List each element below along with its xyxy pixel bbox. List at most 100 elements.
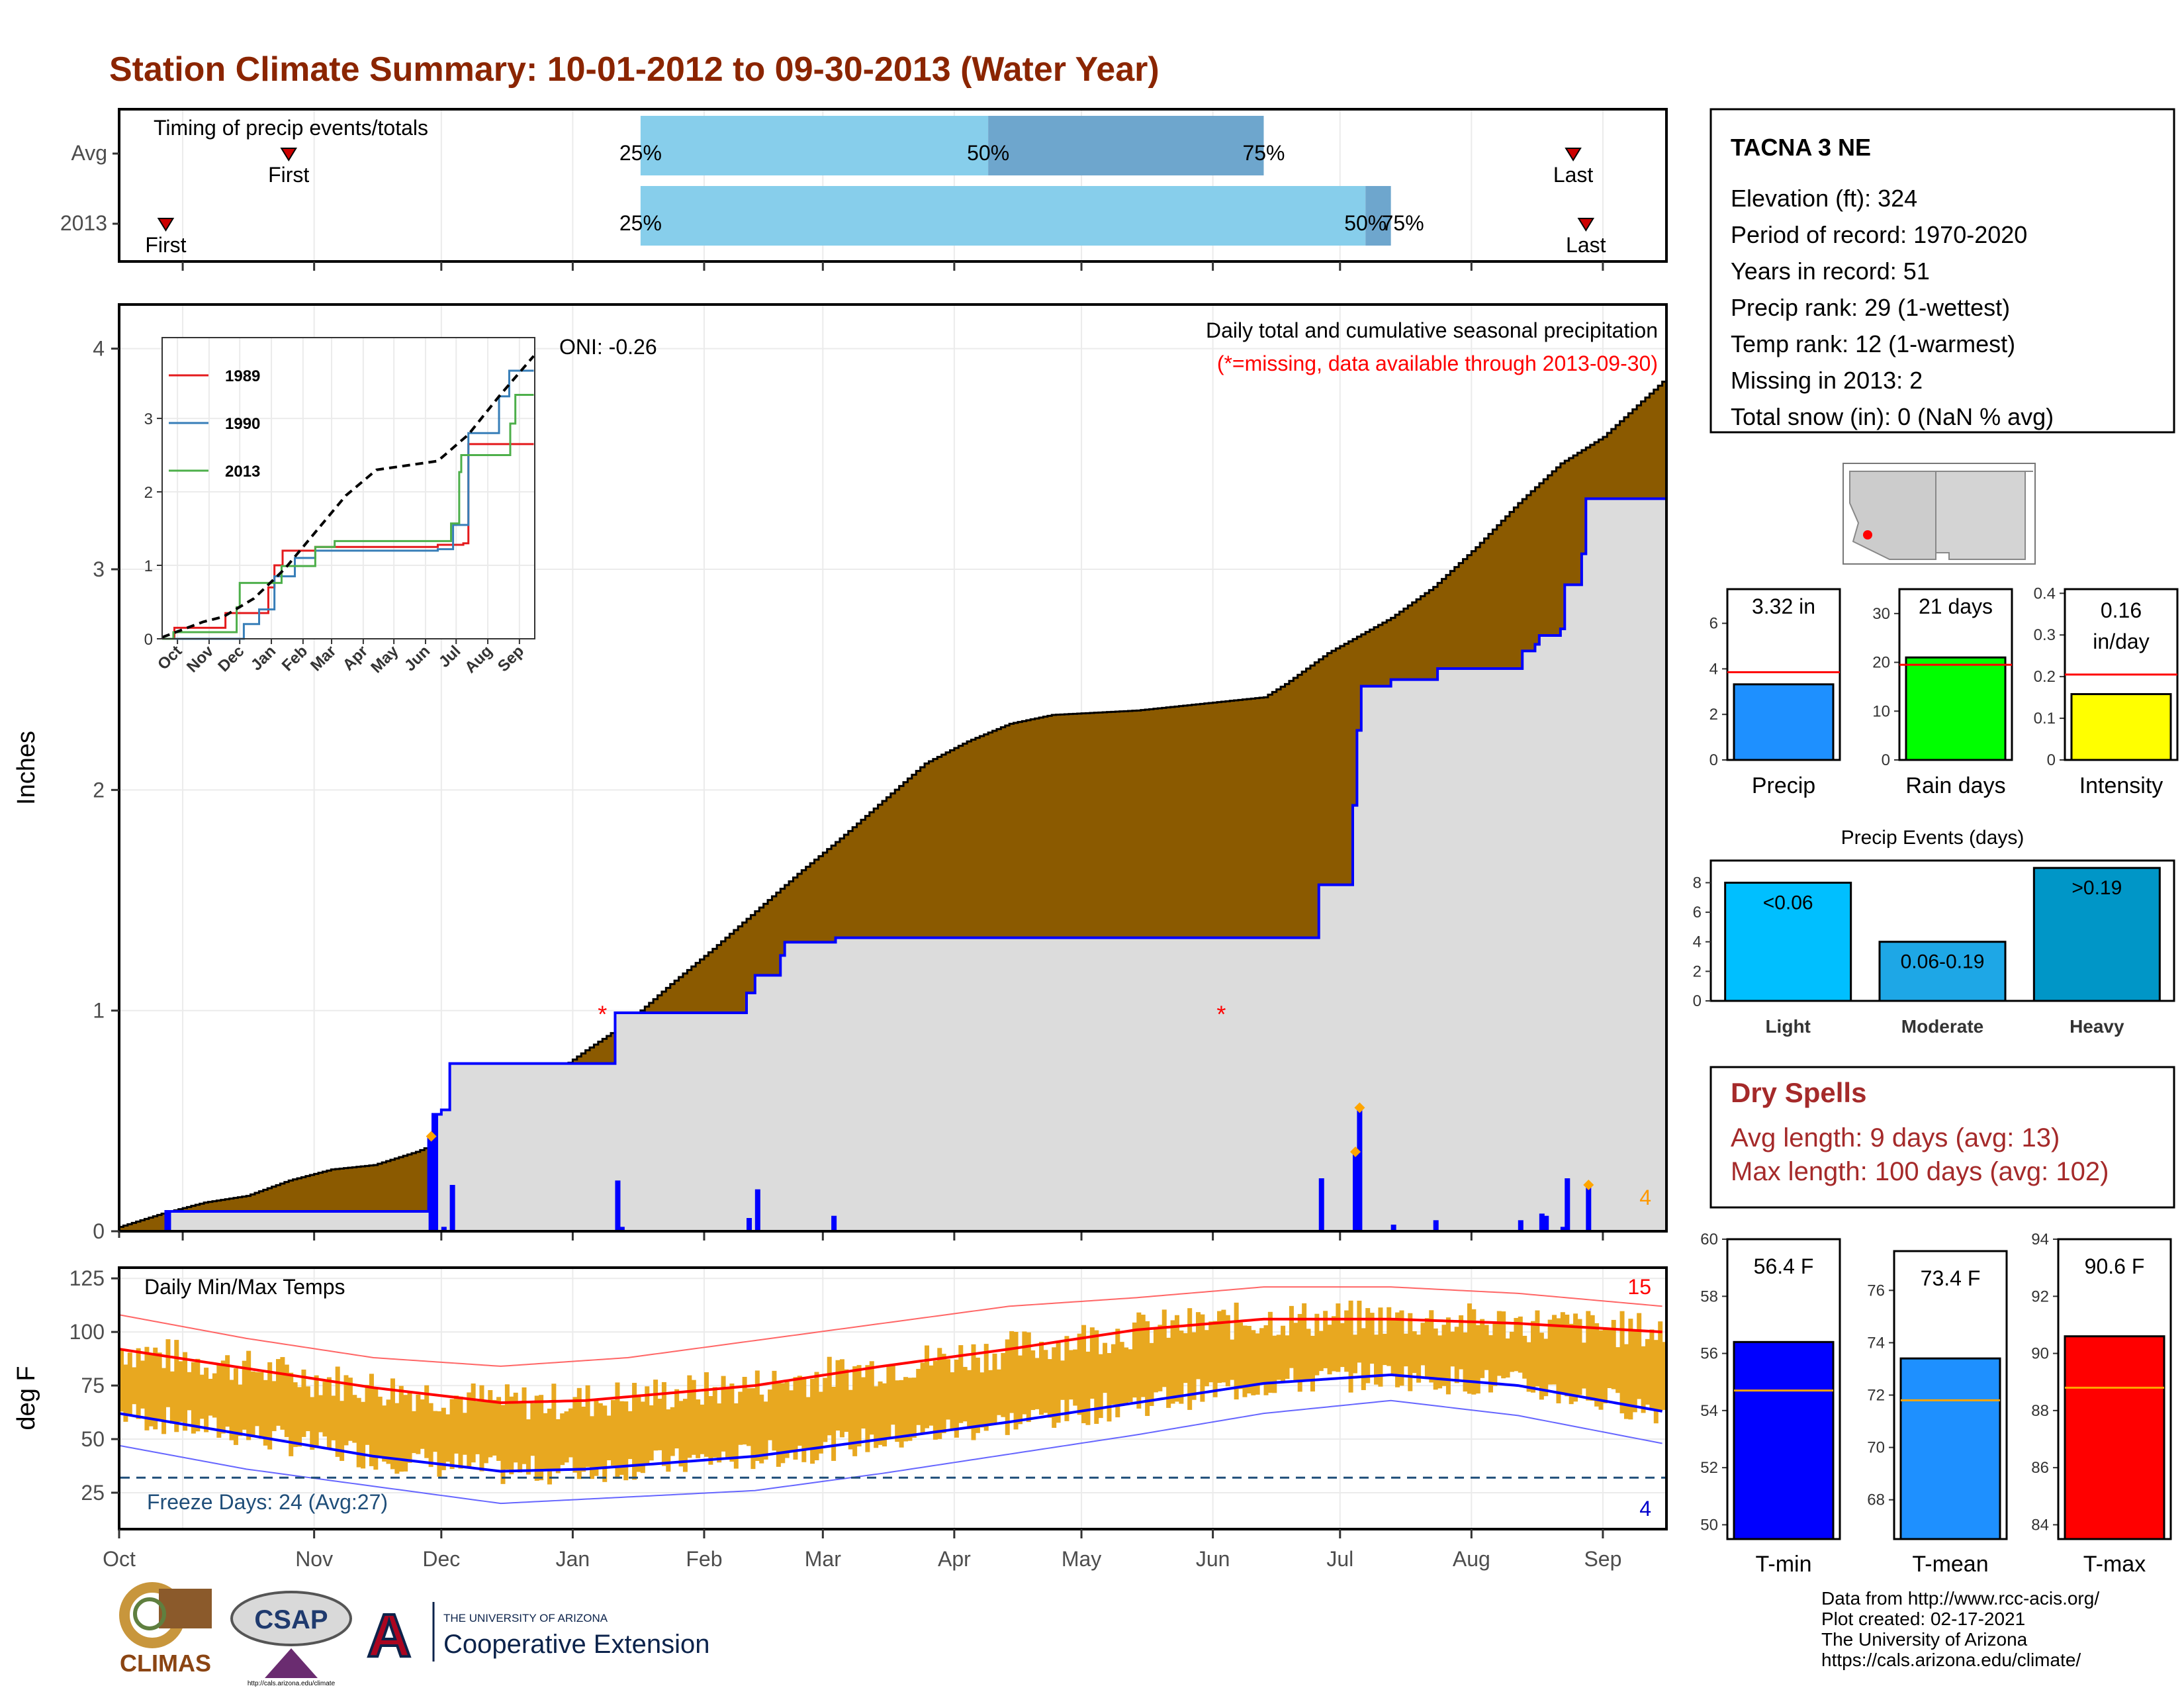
- daily-temp-range-bar: [428, 1403, 433, 1468]
- temp-bar-ytick-label: 94: [2031, 1231, 2049, 1248]
- daily-precip-bar: [165, 1211, 171, 1231]
- summary-name-label: Precip: [1752, 773, 1815, 798]
- daily-temp-range-bar: [1658, 1321, 1663, 1411]
- daily-temp-range-bar: [1238, 1322, 1244, 1389]
- last-label: Last: [1553, 163, 1594, 187]
- daily-temp-range-bar: [1306, 1329, 1311, 1382]
- daily-temp-range-bar: [1429, 1310, 1434, 1383]
- ua-logo-line1: THE UNIVERSITY OF ARIZONA: [443, 1612, 608, 1624]
- daily-precip-bar: [1318, 1178, 1324, 1231]
- inset-legend-label: 2013: [225, 463, 260, 481]
- station-box-frame: [1709, 108, 2175, 434]
- summary-ytick-label: 4: [1709, 660, 1718, 678]
- precip-ytick-label: 4: [93, 337, 105, 361]
- timing-bar-50-75: [988, 116, 1264, 175]
- daily-temp-range-bar: [377, 1396, 383, 1458]
- daily-temp-range-bar: [1501, 1311, 1506, 1379]
- daily-precip-bar: [1586, 1185, 1592, 1231]
- daily-temp-range-bar: [280, 1357, 285, 1430]
- daily-temp-range-bar: [1128, 1349, 1133, 1403]
- daily-temp-range-bar: [1492, 1322, 1498, 1386]
- month-axis-label: Apr: [938, 1547, 971, 1571]
- daily-temp-range-bar: [267, 1362, 273, 1450]
- daily-temp-range-bar: [763, 1401, 768, 1460]
- daily-temp-range-bar: [1263, 1325, 1269, 1395]
- timing-25-label: 25%: [619, 141, 662, 165]
- daily-temp-range-bar: [1242, 1325, 1248, 1397]
- daily-temp-range-bar: [1068, 1350, 1073, 1400]
- daily-temp-range-bar: [1547, 1319, 1553, 1385]
- daily-temp-range-bar: [856, 1365, 862, 1447]
- daily-temp-range-bar: [1034, 1358, 1040, 1409]
- daily-temp-range-bar: [394, 1403, 400, 1474]
- precip-count: 4: [1639, 1186, 1651, 1209]
- daily-temp-range-bar: [178, 1361, 183, 1422]
- daily-temp-range-bar: [161, 1368, 167, 1434]
- daily-temp-range-bar: [518, 1402, 523, 1473]
- daily-temp-range-bar: [1526, 1342, 1531, 1392]
- daily-temp-range-bar: [882, 1383, 887, 1447]
- daily-temp-range-bar: [1475, 1325, 1480, 1394]
- inset-legend-label: 1989: [225, 367, 260, 385]
- inset-average-line: [161, 355, 535, 639]
- daily-temp-range-bar: [827, 1356, 832, 1436]
- temp-bar-ytick-label: 74: [1867, 1334, 1885, 1352]
- event-bar: [1724, 881, 1852, 1002]
- precip-ytick-label: 2: [93, 778, 105, 802]
- daily-temp-range-bar: [1424, 1318, 1430, 1378]
- daily-temp-range-bar: [666, 1409, 671, 1472]
- daily-temp-range-bar: [805, 1397, 811, 1450]
- daily-temp-range-bar: [810, 1378, 815, 1464]
- precip-title: Daily total and cumulative seasonal prec…: [1206, 318, 1658, 342]
- daily-temp-range-bar: [1234, 1302, 1239, 1400]
- daily-temp-range-bar: [1314, 1313, 1320, 1376]
- first-label: First: [268, 163, 309, 187]
- timing-25-label: 25%: [619, 211, 662, 235]
- daily-temp-range-bar: [347, 1378, 353, 1441]
- daily-precip-bar: [441, 1227, 447, 1231]
- missing-marker: *: [1216, 1001, 1226, 1028]
- summary-ytick-label: 0.1: [2034, 710, 2056, 727]
- daily-temp-range-bar: [852, 1366, 858, 1456]
- daily-temp-range-bar: [933, 1360, 938, 1440]
- daily-temp-range-bar: [479, 1385, 484, 1472]
- daily-temp-range-bar: [1433, 1328, 1438, 1390]
- month-axis-label: May: [1062, 1547, 1101, 1571]
- daily-temp-range-bar: [784, 1382, 790, 1458]
- month-axis-label: Nov: [295, 1547, 333, 1571]
- event-category-label: Heavy: [2070, 1016, 2124, 1037]
- daily-temp-range-bar: [1289, 1305, 1294, 1368]
- daily-temp-range-bar: [581, 1406, 586, 1472]
- daily-temp-range-bar: [547, 1408, 552, 1485]
- daily-temp-range-bar: [874, 1386, 879, 1448]
- daily-temp-range-bar: [250, 1371, 255, 1436]
- daily-temp-range-bar: [772, 1370, 777, 1451]
- daily-temp-range-bar: [1543, 1338, 1549, 1397]
- daily-temp-range-bar: [1420, 1323, 1426, 1366]
- daily-temp-range-bar: [157, 1352, 162, 1421]
- event-category-label: Light: [1765, 1016, 1810, 1037]
- month-axis-label: Jul: [1326, 1547, 1353, 1571]
- daily-temp-range-bar: [1560, 1312, 1565, 1393]
- daily-temp-range-bar: [712, 1387, 717, 1458]
- daily-temp-range-bar: [954, 1359, 959, 1438]
- daily-temp-range-bar: [1535, 1310, 1540, 1387]
- daily-temp-range-bar: [551, 1383, 557, 1470]
- daily-temp-range-bar: [1124, 1347, 1129, 1405]
- daily-temp-range-bar: [907, 1378, 913, 1441]
- daily-temp-range-bar: [1077, 1333, 1082, 1415]
- daily-temp-range-bar: [119, 1349, 124, 1412]
- daily-temp-range-bar: [1149, 1342, 1154, 1406]
- daily-temp-range-bar: [1327, 1325, 1332, 1375]
- credit-line: The University of Arizona: [1821, 1629, 2028, 1650]
- daily-temp-range-bar: [1191, 1332, 1197, 1400]
- month-axis-label: Jan: [556, 1547, 590, 1571]
- daily-temp-range-bar: [721, 1376, 726, 1452]
- page-title: Station Climate Summary: 10-01-2012 to 0…: [109, 50, 1160, 89]
- summary-name-label: Intensity: [2079, 773, 2163, 798]
- daily-precip-bar: [1539, 1213, 1545, 1231]
- daily-temp-range-bar: [543, 1413, 548, 1470]
- daily-temp-range-bar: [674, 1389, 680, 1449]
- timing-50-label: 50%: [1344, 211, 1387, 235]
